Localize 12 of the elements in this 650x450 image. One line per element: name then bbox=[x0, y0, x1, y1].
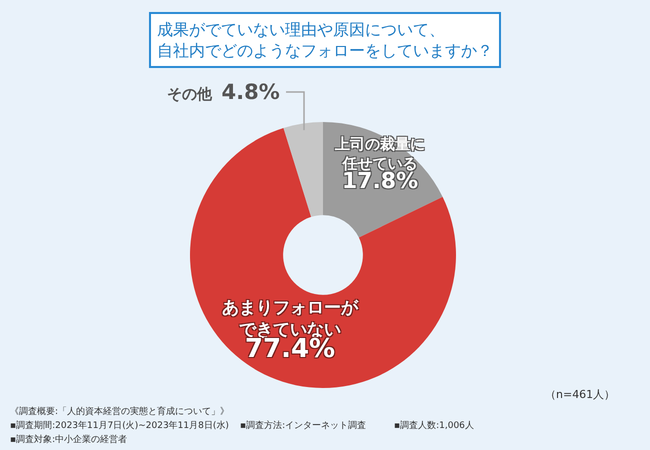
text: （n=461人） bbox=[545, 388, 616, 401]
text: ▪調査期間:2023年11月7日(火)~2023年11月8日(水) bbox=[10, 420, 229, 431]
slice-label: その他 bbox=[167, 85, 213, 103]
donut-slice bbox=[283, 122, 323, 217]
text: ▪調査方法:インターネット調査 bbox=[240, 420, 366, 431]
text: 《調査概要:「人的資本経営の実態と育成について」》 bbox=[10, 406, 230, 417]
text: ▪調査対象:中小企業の経営者 bbox=[10, 434, 128, 445]
text: ▪調査人数:1,006人 bbox=[394, 420, 474, 431]
data-label: 4.8% bbox=[222, 80, 280, 104]
chart-title: 成果がでていない理由や原因について、自社内でどのようなフォローをしていますか？ bbox=[157, 20, 493, 60]
donut-slice bbox=[190, 128, 456, 388]
slice-label: 上司の裁量に任せている bbox=[334, 135, 425, 172]
